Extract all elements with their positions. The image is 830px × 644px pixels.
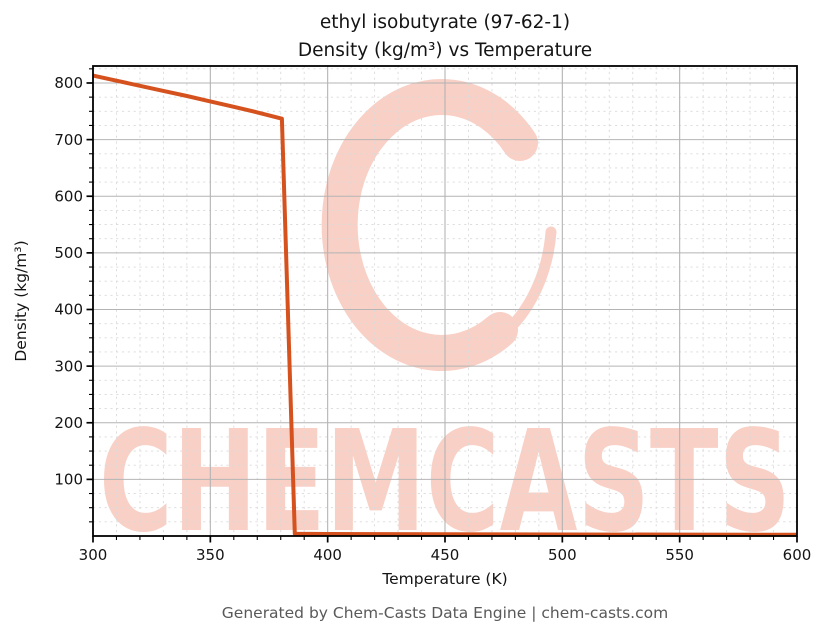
y-tick-label: 600 [54,187,83,205]
x-tick-label: 400 [313,546,342,564]
series-line-density [92,73,798,537]
y-tick-label: 700 [54,131,83,149]
y-tick-label: 800 [54,74,83,92]
chart-title-line2: Density (kg/m³) vs Temperature [297,40,593,61]
y-tick-label: 400 [54,301,83,319]
brush-c-streak-icon [368,80,526,145]
x-tick-label: 450 [431,546,460,564]
tick-labels: 300 350 400 450 500 550 600 100 200 300 400 500 600 7… [54,74,811,564]
x-axis-label: Temperature (K) [382,570,508,588]
x-tick-label: 350 [196,546,225,564]
x-tick-label: 300 [79,546,108,564]
x-tick-label: 600 [783,546,812,564]
footer-attribution: Generated by Chem-Casts Data Engine | ch… [221,604,669,622]
y-tick-label: 200 [54,414,83,432]
chart-title-line1: ethyl isobutyrate (97-62-1) [319,12,571,33]
chart-title: ethyl isobutyrate (97-62-1) Density (kg/… [60,9,830,65]
x-tick-label: 550 [665,546,694,564]
x-tick-label: 500 [548,546,577,564]
y-tick-label: 100 [54,471,83,489]
y-tick-label: 300 [54,357,83,375]
y-axis-label: Density (kg/m³) [12,240,30,362]
axis-ticks [86,68,798,543]
y-tick-label: 500 [54,244,83,262]
